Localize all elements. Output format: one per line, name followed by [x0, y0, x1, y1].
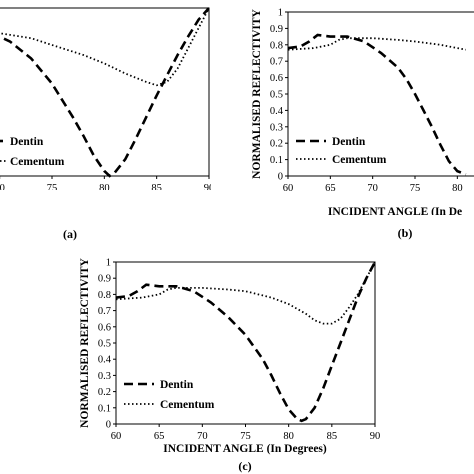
series-line-dentin: [288, 33, 467, 176]
x-axis-title: INCIDENT ANGLE (In De: [328, 206, 462, 218]
legend-label-cementum: Cementum: [332, 154, 387, 166]
series-line-cementum: [116, 261, 375, 325]
y-tick-label: 0.1: [98, 403, 111, 414]
x-tick-label: 85: [151, 183, 162, 194]
y-tick-label: 0.6: [270, 73, 283, 84]
y-tick-label: 0.3: [98, 371, 111, 382]
x-tick-label: 65: [325, 183, 336, 194]
x-tick-label: 80: [283, 431, 294, 442]
y-tick-label: 0.7: [270, 57, 283, 68]
legend-label-cementum: Cementum: [10, 156, 65, 168]
y-tick-label: 0: [106, 420, 111, 431]
legend-label-cementum: Cementum: [160, 399, 215, 411]
x-tick-label: 90: [204, 183, 215, 194]
x-tick-label: 85: [327, 431, 338, 442]
y-axis-title: NORMALISED REFLECTIVITY: [251, 8, 263, 178]
series-line-cementum: [288, 37, 466, 51]
x-tick-label: 65: [154, 431, 165, 442]
x-tick-label: 60: [283, 183, 294, 194]
x-tick-label: 75: [47, 183, 58, 194]
x-tick-label: 75: [240, 431, 251, 442]
y-tick-label: 1: [278, 8, 283, 19]
y-tick-label: 0.9: [270, 24, 283, 35]
x-tick-label: 75: [410, 183, 421, 194]
y-axis-title: NORMALISED REFLECTIVITY: [79, 257, 91, 427]
x-tick-label: 60: [111, 431, 122, 442]
x-tick-label: 70: [197, 431, 208, 442]
panel-label: (a): [63, 227, 77, 241]
x-axis-title: INCIDENT ANGLE (In Degrees): [0, 206, 152, 218]
y-tick-label: 0.2: [98, 387, 111, 398]
panel-content: 0 0.1 0.2 0.3 0.4 0.5 0.6 0.7 0.8 0.9 1 NORMALISED …: [251, 8, 474, 218]
y-tick-label: 0.8: [98, 290, 111, 301]
x-tick-label: 80: [99, 183, 110, 194]
y-tick-label: 0.5: [270, 90, 283, 101]
panel-label: (c): [238, 459, 251, 473]
y-tick-label: 0: [278, 172, 283, 183]
x-tick-label: 70: [0, 183, 5, 194]
y-tick-label: 0.2: [270, 139, 283, 150]
x-tick-label: 90: [370, 431, 381, 442]
y-tick-label: 0.4: [270, 106, 284, 117]
plot-frame: [0, 7, 210, 177]
y-tick-label: 1: [106, 258, 111, 269]
chart-panel-c: 0 0.1 0.2 0.3 0.4 0.5 0.6 0.7 0.8 0.9 1 NORMALISED …: [79, 257, 380, 473]
y-tick-label: 0.5: [98, 339, 111, 350]
y-tick-label: 0.1: [270, 155, 283, 166]
x-tick-label: 70: [367, 183, 378, 194]
legend-label-dentin: Dentin: [160, 379, 194, 391]
y-tick-label: 0.4: [98, 355, 112, 366]
y-tick-label: 0.3: [270, 122, 283, 133]
panel-content: 0 0.1 0.2 0.3 0.4 0.5 0.6 0.7 0.8 0.9 1 NORMALISED …: [79, 257, 380, 455]
x-axis-title: INCIDENT ANGLE (In Degrees): [163, 443, 327, 455]
y-tick-label: 0.9: [98, 274, 111, 285]
legend-label-dentin: Dentin: [332, 136, 366, 148]
y-tick-label: 0.8: [270, 40, 283, 51]
panel-label: (b): [398, 226, 413, 240]
legend-label-dentin: Dentin: [10, 136, 44, 148]
x-tick-label: 80: [452, 183, 463, 194]
series-line-cementum: [0, 7, 209, 87]
y-tick-label: 0.7: [98, 306, 111, 317]
chart-panel-b: 0 0.1 0.2 0.3 0.4 0.5 0.6 0.7 0.8 0.9 1 NORMALISED …: [251, 8, 474, 240]
series-line-dentin: [0, 7, 209, 178]
series-line-dentin: [116, 261, 375, 423]
y-tick-label: 0.6: [98, 322, 111, 333]
